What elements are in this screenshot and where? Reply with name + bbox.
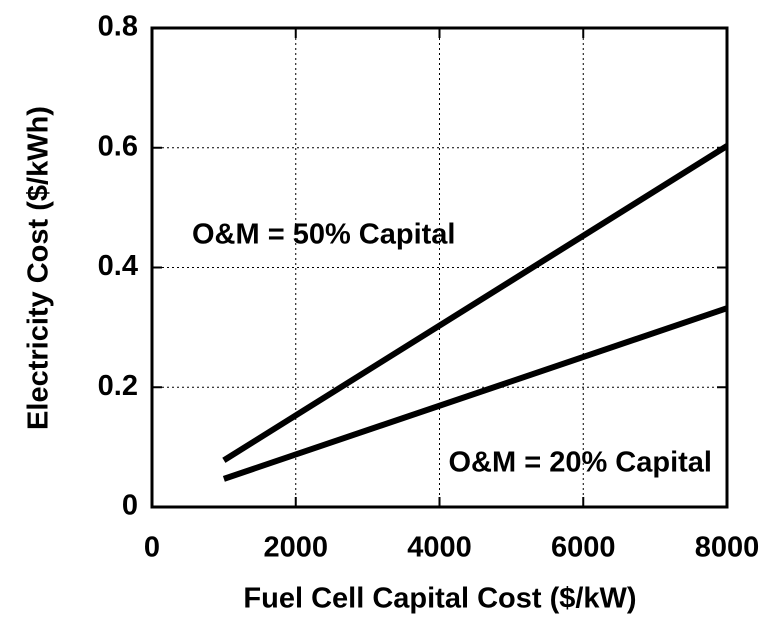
plot-frame [150, 26, 729, 509]
x-tick-label: 0 [144, 532, 160, 564]
line-label: O&M = 20% Capital [449, 447, 713, 479]
y-tick-label: 0.6 [98, 130, 138, 162]
y-tick-label: 0 [122, 490, 138, 522]
x-tick-label: 8000 [695, 532, 760, 564]
line-label: O&M = 50% Capital [192, 219, 456, 251]
y-tick-label: 0.4 [98, 250, 138, 282]
data-line [222, 143, 729, 463]
x-axis-label: Fuel Cell Capital Cost ($/kW) [243, 583, 636, 615]
y-tick-label: 0.8 [98, 11, 138, 43]
x-tick-label: 4000 [407, 532, 472, 564]
x-tick-label: 2000 [263, 532, 328, 564]
x-tick-label: 6000 [551, 532, 616, 564]
data-line [222, 305, 728, 482]
y-axis-label: Electricity Cost ($/kWh) [23, 106, 55, 430]
y-tick-label: 0.2 [98, 370, 138, 402]
